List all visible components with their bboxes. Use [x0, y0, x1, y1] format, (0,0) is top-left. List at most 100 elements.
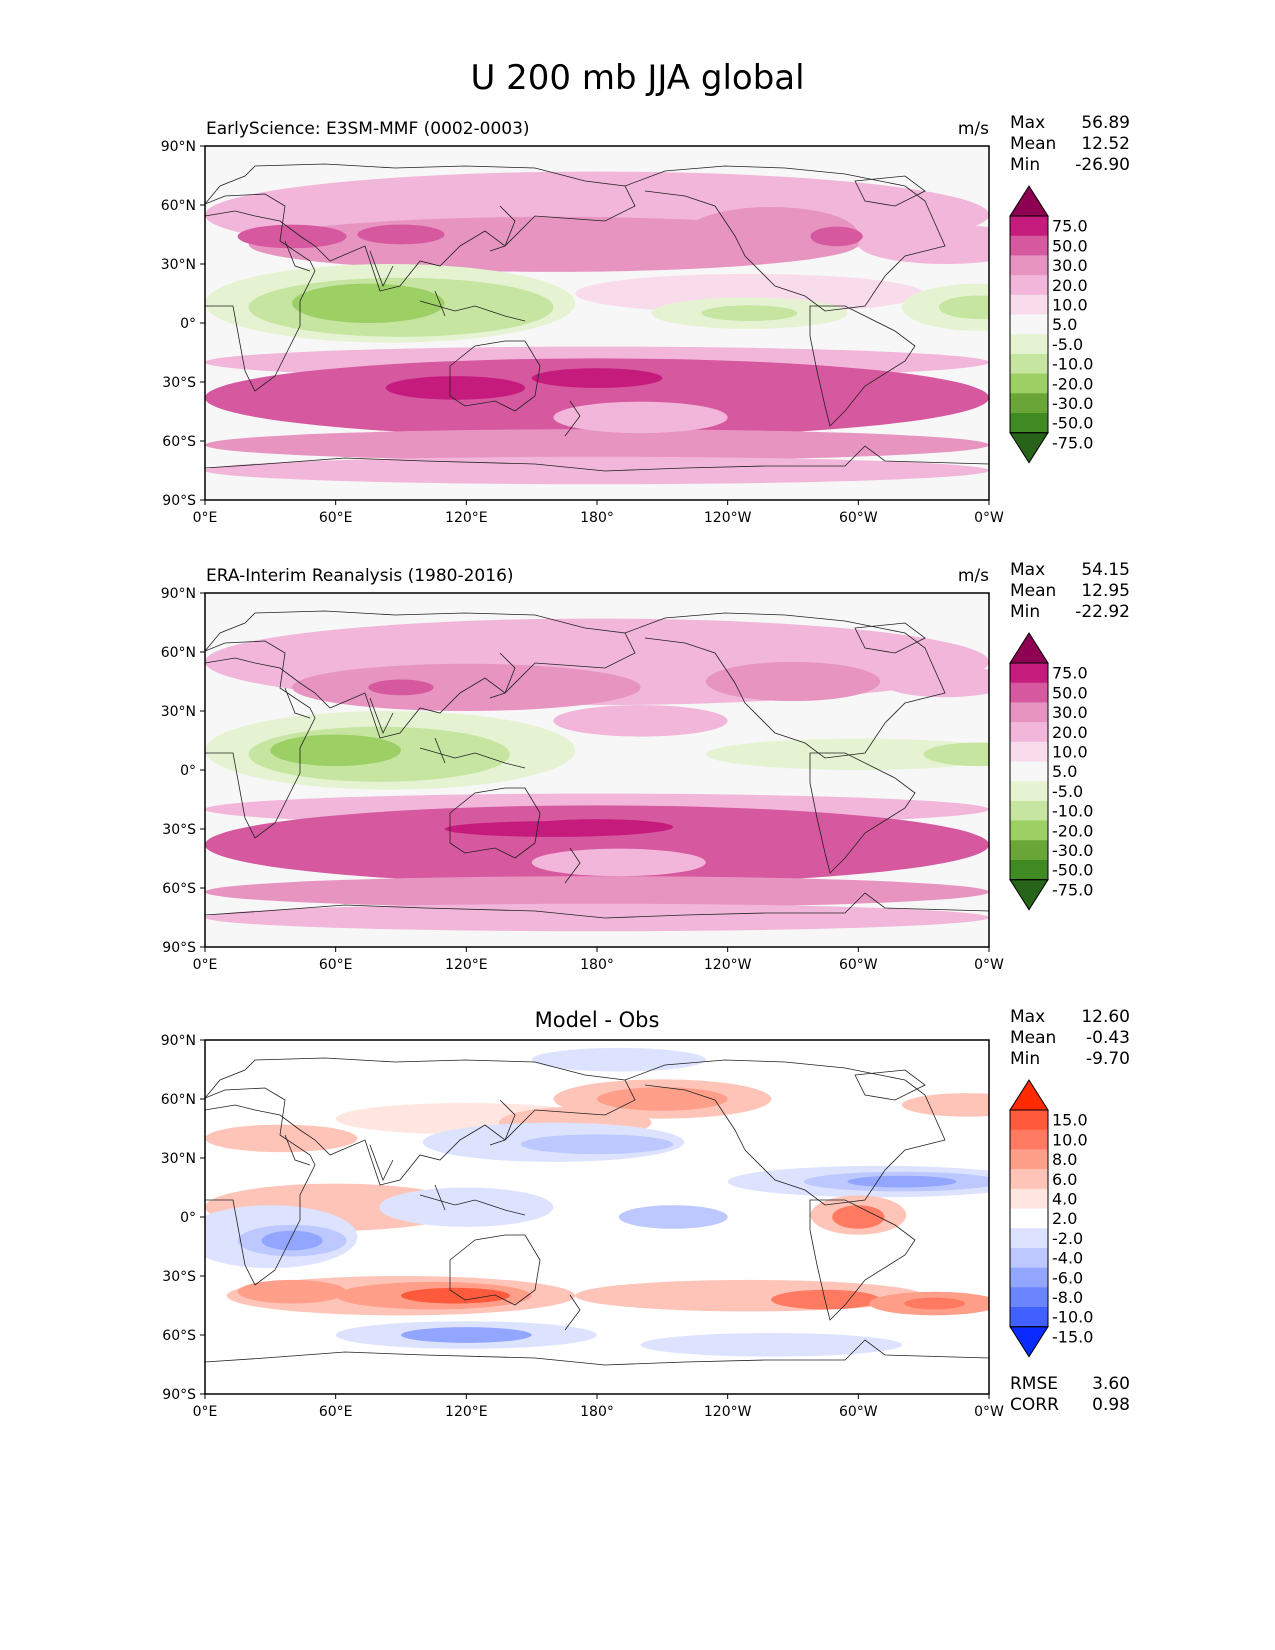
- colorbar-segment: [1010, 1129, 1048, 1150]
- panel-diff-footer-stats: RMSE 3.60 CORR 0.98: [1010, 1374, 1130, 1415]
- colorbar-segment: [1010, 800, 1048, 821]
- lon-tick-label: 120°W: [704, 957, 752, 973]
- contour-region: [368, 679, 434, 696]
- colorbar-tick-label: -5.0: [1052, 782, 1083, 801]
- colorbar-tick-label: 6.0: [1052, 1170, 1077, 1189]
- colorbar-tick-label: -4.0: [1052, 1249, 1083, 1268]
- lon-tick-label: 60°E: [319, 1404, 353, 1420]
- panel-diff-title: Model - Obs: [535, 1008, 660, 1032]
- lon-tick-label: 0°E: [193, 1404, 218, 1420]
- colorbar-segment: [1010, 702, 1048, 723]
- lat-tick-label: 0°: [180, 763, 196, 779]
- stat-min-label: Min: [1010, 602, 1040, 622]
- lat-tick-label: 60°S: [162, 434, 196, 450]
- lon-tick-label: 120°W: [704, 510, 752, 526]
- colorbar-segment: [1010, 353, 1048, 374]
- stat-min-label: Min: [1010, 1049, 1040, 1069]
- stat-min-value: -26.90: [1075, 155, 1130, 175]
- colorbar-tick-label: 50.0: [1052, 683, 1088, 702]
- lon-tick-label: 180°: [580, 510, 614, 526]
- lat-tick-label: 30°N: [161, 1151, 196, 1167]
- colorbar-segment: [1010, 1287, 1048, 1308]
- field-layer: [205, 593, 989, 947]
- colorbar-segment: [1010, 255, 1048, 276]
- colorbar-tick-label: -50.0: [1052, 861, 1093, 880]
- field-layer: [205, 1040, 989, 1394]
- lat-tick-label: 60°S: [162, 881, 196, 897]
- colorbar-segment: [1010, 334, 1048, 355]
- lat-tick-label: 30°S: [162, 822, 196, 838]
- colorbar-segment: [1010, 1247, 1048, 1268]
- contour-region: [401, 1327, 532, 1343]
- stat-mean-label: Mean: [1010, 1028, 1056, 1048]
- colorbar-tick-label: -50.0: [1052, 414, 1093, 433]
- contour-region: [553, 401, 728, 434]
- contour-region: [597, 1087, 728, 1111]
- colorbar-segment: [1010, 294, 1048, 315]
- contour-region: [531, 1047, 706, 1072]
- contour-region: [938, 295, 989, 320]
- contour-region: [205, 358, 989, 438]
- contour-region: [237, 224, 347, 249]
- lat-tick-label: 90°S: [162, 493, 196, 509]
- lat-tick-label: 90°N: [161, 139, 196, 155]
- colorbar-tick-label: 10.0: [1052, 1130, 1088, 1149]
- contour-region: [705, 661, 881, 702]
- colorbar-segment: [1010, 314, 1048, 335]
- contour-region: [205, 1124, 358, 1153]
- stat-mean-value: 12.95: [1081, 581, 1130, 601]
- colorbar-tick-label: 5.0: [1052, 315, 1077, 334]
- colorbar-tick-label: -75.0: [1052, 880, 1093, 899]
- colorbar-tick-label: -10.0: [1052, 1308, 1093, 1327]
- lat-tick-label: 90°S: [162, 1387, 196, 1403]
- contour-region: [858, 224, 989, 264]
- colorbar-segment: [1010, 1110, 1048, 1131]
- colorbar-tick-label: -20.0: [1052, 374, 1093, 393]
- panel-diff-stats: Max 12.60 Mean -0.43 Min -9.70: [1010, 1007, 1130, 1069]
- colorbar-tick-label: 20.0: [1052, 723, 1088, 742]
- stat-max-label: Max: [1010, 113, 1045, 133]
- lon-tick-label: 120°E: [445, 957, 488, 973]
- colorbar-tick-label: 75.0: [1052, 664, 1088, 683]
- contour-region: [531, 848, 706, 877]
- contour-region: [923, 742, 989, 767]
- colorbar-ref: 75.050.030.020.010.05.0-5.0-10.0-20.0-30…: [1009, 632, 1093, 911]
- lat-tick-label: 0°: [180, 1210, 196, 1226]
- lat-tick-label: 60°N: [161, 1092, 196, 1108]
- stat-mean-label: Mean: [1010, 134, 1056, 154]
- lon-tick-label: 60°E: [319, 957, 353, 973]
- stat-corr-label: CORR: [1010, 1395, 1059, 1415]
- lon-tick-label: 120°E: [445, 510, 488, 526]
- stat-mean-value: -0.43: [1086, 1028, 1130, 1048]
- colorbar-tick-label: -30.0: [1052, 841, 1093, 860]
- stat-min-value: -22.92: [1075, 602, 1130, 622]
- colorbar-segment: [1010, 663, 1048, 684]
- colorbar-tick-label: -30.0: [1052, 394, 1093, 413]
- colorbar-tick-label: 75.0: [1052, 217, 1088, 236]
- contour-region: [771, 1289, 881, 1310]
- stat-mean-value: 12.52: [1081, 134, 1130, 154]
- colorbar-tick-label: 4.0: [1052, 1190, 1077, 1209]
- colorbar-tick-label: -5.0: [1052, 335, 1083, 354]
- colorbar-tick-label: -6.0: [1052, 1268, 1083, 1287]
- contour-region: [401, 1287, 510, 1304]
- colorbar-segment: [1010, 373, 1048, 394]
- stat-rmse-value: 3.60: [1092, 1374, 1130, 1394]
- panel-ref-units: m/s: [958, 566, 989, 586]
- contour-region: [810, 226, 863, 247]
- colorbar-tick-label: 15.0: [1052, 1111, 1088, 1130]
- colorbar-tick-label: -10.0: [1052, 355, 1093, 374]
- panel-ref-title: ERA-Interim Reanalysis (1980-2016): [206, 566, 514, 586]
- contour-region: [292, 663, 641, 711]
- lon-tick-label: 120°W: [704, 1404, 752, 1420]
- lon-tick-label: 0°E: [193, 510, 218, 526]
- contour-region: [237, 1279, 347, 1304]
- contour-region: [520, 819, 674, 835]
- panel-test-title: EarlyScience: E3SM-MMF (0002-0003): [206, 119, 530, 139]
- colorbar-segment: [1010, 741, 1048, 762]
- colorbar-segment: [1010, 216, 1048, 237]
- stat-max-value: 12.60: [1081, 1007, 1130, 1027]
- colorbar-tick-label: -8.0: [1052, 1288, 1083, 1307]
- colorbar-extend-min: [1009, 879, 1049, 911]
